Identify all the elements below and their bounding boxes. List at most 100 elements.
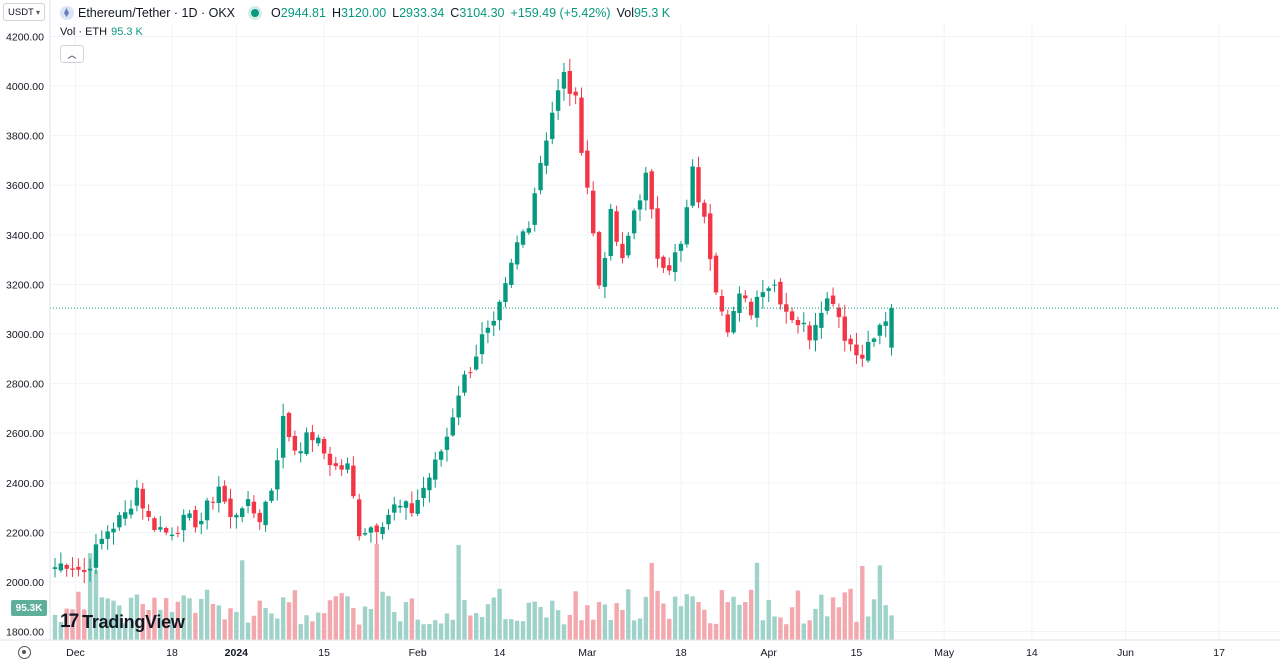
volume-bar	[333, 596, 338, 640]
symbol-title[interactable]: Ethereum/Tether · 1D · OKX	[78, 6, 236, 20]
candle-body	[386, 514, 391, 525]
candle-body	[479, 334, 485, 355]
candle-body	[117, 515, 122, 528]
candle-body	[339, 465, 344, 470]
price-tick-label: 3400.00	[6, 230, 44, 242]
volume-bar	[602, 604, 608, 640]
volume-bar	[567, 614, 572, 640]
candle-body	[842, 316, 847, 341]
volume-bar	[339, 593, 344, 640]
volume-bar	[608, 620, 613, 640]
candle-body	[848, 338, 853, 345]
volume-bar	[468, 615, 473, 640]
candle-body	[836, 307, 842, 318]
currency-selector[interactable]: USDT ▾	[3, 3, 45, 21]
volume-bar	[854, 621, 859, 640]
volume-bar	[245, 622, 251, 640]
candle-body	[585, 150, 590, 188]
price-tick-label: 3000.00	[6, 329, 44, 341]
candle-body	[93, 544, 99, 568]
volume-bar	[415, 619, 420, 640]
volume-bar	[82, 609, 87, 640]
candle-body	[620, 243, 625, 259]
volume-bar	[152, 597, 157, 640]
volume-bar	[871, 599, 877, 640]
volume-bar	[596, 602, 602, 640]
symbol-header: Ethereum/Tether · 1D · OKX O2944.81 H3120…	[60, 4, 670, 22]
time-tick-label: 18	[675, 647, 687, 659]
volume-bar	[813, 608, 818, 640]
candle-body	[702, 202, 707, 217]
candle-body	[316, 437, 321, 444]
volume-bar	[240, 560, 245, 640]
candle-body	[561, 72, 567, 89]
tradingview-logo[interactable]: 17 TradingView	[60, 611, 185, 633]
volume-bars	[52, 543, 894, 640]
price-tick-label: 1800.00	[6, 627, 44, 639]
candle-body	[825, 298, 830, 311]
volume-bar	[175, 601, 181, 640]
candle-body	[128, 508, 134, 515]
ohlc-key: O	[271, 6, 281, 20]
time-tick-label: Dec	[66, 647, 85, 659]
market-open-indicator	[251, 9, 260, 17]
time-tick-label: May	[934, 647, 955, 659]
volume-bar	[620, 609, 625, 640]
volume-bar	[427, 623, 432, 640]
candle-body	[485, 327, 491, 333]
volume-bar	[544, 617, 549, 640]
candle-body	[637, 200, 643, 210]
candle-body	[456, 395, 461, 418]
candle-body	[438, 451, 444, 460]
candle-body	[520, 231, 526, 245]
volume-bar	[76, 591, 81, 640]
candle-body	[204, 500, 210, 521]
candle-body	[52, 567, 58, 569]
volume-bar	[696, 601, 701, 640]
volume-bar	[485, 604, 491, 640]
candle-body	[152, 518, 157, 531]
volume-bar	[345, 596, 350, 640]
candle-body	[550, 112, 555, 140]
candle-body	[468, 372, 473, 374]
ohlc-value: 2944.81	[280, 6, 326, 20]
tradingview-logo-text: TradingView	[82, 611, 185, 632]
candle-body	[210, 501, 216, 503]
volume-bar	[801, 623, 806, 640]
volume-bar	[58, 622, 64, 640]
candle-body	[748, 301, 754, 316]
volume-bar	[187, 598, 192, 640]
volume-bar	[163, 598, 169, 640]
candle-body	[602, 258, 608, 287]
candle-body	[415, 499, 420, 514]
collapse-legend-button[interactable]: ︿	[60, 45, 84, 63]
volume-bar	[497, 588, 502, 640]
volume-bar	[70, 609, 75, 640]
volume-bar	[146, 609, 151, 640]
volume-bar	[795, 590, 801, 640]
volume-bar	[672, 596, 678, 640]
volume-bar	[626, 589, 631, 640]
candle-body	[830, 295, 836, 304]
candle-body	[789, 311, 795, 321]
volume-bar	[380, 591, 385, 640]
volume-bar	[134, 594, 140, 640]
volume-bar	[316, 612, 321, 640]
candle-body	[538, 162, 543, 191]
candle-body	[374, 525, 379, 533]
volume-bar	[216, 605, 221, 640]
candle-body	[596, 232, 602, 286]
volume-bar	[649, 562, 654, 640]
candle-body	[643, 172, 649, 201]
volume-bar	[280, 597, 286, 640]
price-tick-label: 3600.00	[6, 180, 44, 192]
time-tick-label: Mar	[578, 647, 597, 659]
gear-icon[interactable]	[18, 646, 31, 659]
candle-body	[362, 533, 368, 535]
tradingview-logo-mark: 17	[60, 611, 79, 632]
candle-body	[298, 451, 303, 454]
candle-body	[286, 412, 292, 437]
candle-body	[333, 463, 338, 467]
candle-body	[327, 453, 333, 466]
